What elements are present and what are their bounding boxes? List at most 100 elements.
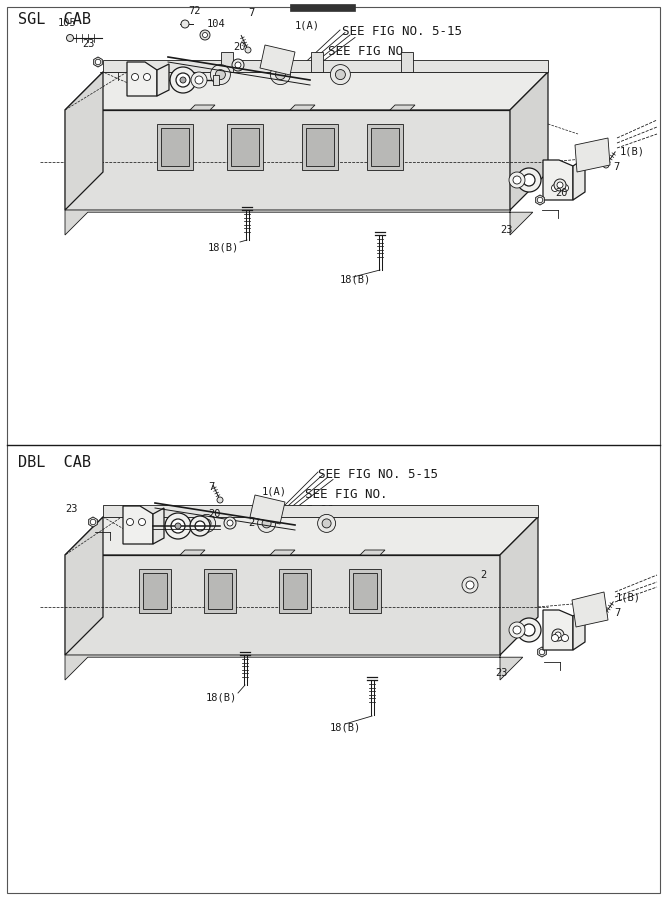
Bar <box>279 569 311 613</box>
Circle shape <box>562 184 568 192</box>
Text: 1(B): 1(B) <box>620 146 645 156</box>
Circle shape <box>537 197 543 202</box>
Text: 1(B): 1(B) <box>616 593 641 603</box>
Text: 7: 7 <box>208 482 214 492</box>
Polygon shape <box>127 62 157 96</box>
Polygon shape <box>360 550 385 555</box>
Bar <box>306 128 334 166</box>
Bar <box>290 4 355 11</box>
Circle shape <box>466 581 474 589</box>
Circle shape <box>217 497 223 503</box>
Circle shape <box>317 515 336 533</box>
Polygon shape <box>510 72 548 210</box>
Polygon shape <box>538 647 546 657</box>
Circle shape <box>200 30 210 40</box>
Polygon shape <box>65 555 500 655</box>
Bar <box>302 124 338 170</box>
Circle shape <box>462 577 478 593</box>
Bar <box>231 128 259 166</box>
Circle shape <box>175 523 181 529</box>
Circle shape <box>517 168 541 192</box>
Circle shape <box>195 76 203 84</box>
Polygon shape <box>573 608 585 650</box>
Polygon shape <box>250 495 285 524</box>
Circle shape <box>552 634 558 642</box>
Polygon shape <box>575 138 610 172</box>
Circle shape <box>552 629 564 641</box>
Polygon shape <box>270 550 295 555</box>
Text: SGL  CAB: SGL CAB <box>18 12 91 27</box>
Text: 23: 23 <box>495 668 508 678</box>
Text: 20: 20 <box>233 42 245 52</box>
Text: 18(B): 18(B) <box>206 692 237 702</box>
Circle shape <box>203 32 207 38</box>
Text: 20: 20 <box>555 188 568 198</box>
Circle shape <box>176 73 190 87</box>
Circle shape <box>131 74 139 80</box>
Circle shape <box>90 519 96 525</box>
Polygon shape <box>190 105 215 110</box>
Circle shape <box>180 77 186 83</box>
Text: 23: 23 <box>65 504 77 514</box>
Circle shape <box>562 634 568 642</box>
Bar <box>227 124 263 170</box>
Text: 18(B): 18(B) <box>208 242 239 252</box>
Text: 1(A): 1(A) <box>262 487 287 497</box>
Polygon shape <box>221 52 233 72</box>
Text: 104: 104 <box>207 19 225 29</box>
Text: 5-01: 5-01 <box>328 60 358 73</box>
Circle shape <box>232 59 244 71</box>
Text: DBL  CAB: DBL CAB <box>18 455 91 470</box>
Circle shape <box>190 516 210 536</box>
Circle shape <box>603 162 609 168</box>
Circle shape <box>195 521 205 531</box>
Circle shape <box>165 513 191 539</box>
Text: 2: 2 <box>248 518 254 528</box>
Polygon shape <box>536 195 544 205</box>
Text: 7: 7 <box>614 608 620 618</box>
Polygon shape <box>103 60 548 72</box>
Bar <box>139 569 171 613</box>
Polygon shape <box>572 592 608 627</box>
Polygon shape <box>65 655 523 680</box>
Circle shape <box>322 519 331 528</box>
Circle shape <box>227 520 233 526</box>
Polygon shape <box>65 210 533 235</box>
Polygon shape <box>65 72 103 210</box>
Bar <box>367 124 403 170</box>
Bar <box>208 573 232 609</box>
Circle shape <box>523 174 535 186</box>
Circle shape <box>95 59 101 65</box>
Circle shape <box>143 74 151 80</box>
Text: 23: 23 <box>82 39 95 49</box>
Polygon shape <box>260 45 295 75</box>
Bar <box>143 573 167 609</box>
Polygon shape <box>543 160 573 200</box>
Polygon shape <box>543 610 573 650</box>
Text: 5-01: 5-01 <box>305 504 335 517</box>
Polygon shape <box>103 505 538 517</box>
Text: 1(A): 1(A) <box>295 20 320 30</box>
Bar <box>349 569 381 613</box>
Text: 18(B): 18(B) <box>330 722 362 732</box>
Bar <box>371 128 399 166</box>
Circle shape <box>181 20 189 28</box>
Circle shape <box>202 519 211 528</box>
Bar <box>204 569 236 613</box>
Text: SEE FIG NO. 5-15: SEE FIG NO. 5-15 <box>318 468 438 481</box>
Circle shape <box>127 518 133 526</box>
Circle shape <box>67 34 73 41</box>
Polygon shape <box>153 508 164 544</box>
Polygon shape <box>500 517 538 655</box>
Polygon shape <box>180 550 205 555</box>
Text: SEE FIG NO.: SEE FIG NO. <box>328 45 410 58</box>
Text: 20: 20 <box>208 509 221 519</box>
Circle shape <box>139 518 145 526</box>
Circle shape <box>270 65 290 85</box>
Circle shape <box>245 47 251 53</box>
Polygon shape <box>65 72 548 110</box>
Bar <box>157 124 193 170</box>
Text: 72: 72 <box>188 6 201 16</box>
Polygon shape <box>213 75 219 85</box>
Polygon shape <box>157 64 169 96</box>
